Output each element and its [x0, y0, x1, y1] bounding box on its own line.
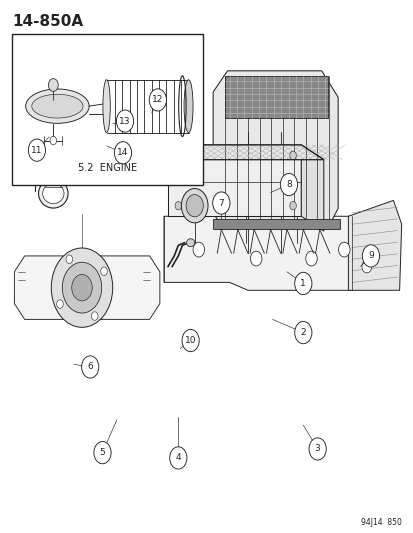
Circle shape — [280, 173, 297, 196]
Circle shape — [338, 242, 349, 257]
Polygon shape — [180, 145, 194, 182]
Circle shape — [91, 312, 98, 320]
Circle shape — [175, 151, 181, 160]
Ellipse shape — [32, 94, 83, 118]
Ellipse shape — [38, 179, 68, 208]
Circle shape — [81, 356, 99, 378]
Circle shape — [294, 272, 311, 295]
Ellipse shape — [186, 195, 203, 217]
Circle shape — [175, 201, 181, 210]
Circle shape — [71, 274, 92, 301]
Ellipse shape — [43, 183, 64, 204]
Circle shape — [294, 321, 311, 344]
Text: 12: 12 — [152, 95, 163, 104]
Text: 7: 7 — [218, 198, 224, 207]
Text: 14: 14 — [117, 148, 128, 157]
Ellipse shape — [151, 143, 160, 183]
Text: 6: 6 — [87, 362, 93, 372]
Text: 3: 3 — [314, 445, 320, 454]
Ellipse shape — [181, 189, 207, 223]
Text: 11: 11 — [31, 146, 43, 155]
Circle shape — [66, 255, 72, 263]
Text: 9: 9 — [367, 252, 373, 261]
Ellipse shape — [103, 80, 110, 133]
Polygon shape — [14, 256, 159, 319]
Text: 14-850A: 14-850A — [12, 14, 83, 29]
Circle shape — [57, 300, 63, 308]
Bar — [12, 34, 202, 184]
Circle shape — [169, 447, 186, 469]
Text: 1: 1 — [300, 279, 306, 288]
Polygon shape — [168, 145, 323, 160]
Text: 2: 2 — [300, 328, 305, 337]
Text: 13: 13 — [119, 117, 131, 126]
Circle shape — [116, 110, 133, 132]
Text: 10: 10 — [185, 336, 196, 345]
Polygon shape — [348, 200, 401, 290]
Circle shape — [114, 142, 131, 164]
Circle shape — [361, 260, 371, 273]
Text: 94J14  850: 94J14 850 — [360, 518, 401, 527]
Circle shape — [212, 192, 229, 214]
Circle shape — [308, 438, 325, 460]
Circle shape — [361, 245, 379, 267]
Circle shape — [94, 441, 111, 464]
Circle shape — [289, 201, 296, 210]
Circle shape — [305, 251, 316, 266]
Polygon shape — [225, 76, 327, 118]
Polygon shape — [301, 145, 323, 231]
Polygon shape — [213, 71, 337, 224]
Circle shape — [149, 89, 166, 111]
Polygon shape — [168, 145, 301, 216]
Text: 4: 4 — [175, 454, 180, 463]
Polygon shape — [164, 216, 364, 290]
Text: 5: 5 — [100, 448, 105, 457]
Circle shape — [50, 136, 57, 145]
Text: 8: 8 — [285, 180, 291, 189]
Circle shape — [182, 329, 199, 352]
Circle shape — [192, 242, 204, 257]
Circle shape — [51, 248, 112, 327]
Circle shape — [250, 251, 261, 266]
Circle shape — [100, 267, 107, 276]
Circle shape — [48, 79, 58, 91]
Ellipse shape — [26, 89, 89, 123]
Circle shape — [28, 139, 45, 161]
Ellipse shape — [184, 80, 192, 133]
Polygon shape — [213, 219, 339, 230]
Circle shape — [289, 151, 296, 160]
Text: 5.2  ENGINE: 5.2 ENGINE — [78, 163, 137, 173]
Circle shape — [62, 262, 102, 313]
Ellipse shape — [186, 239, 194, 247]
